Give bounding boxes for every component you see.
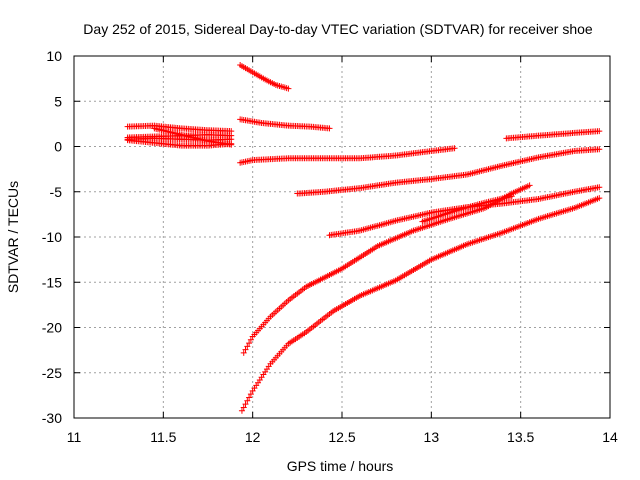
- x-tick-label: 13.5: [507, 429, 534, 445]
- x-tick-label: 14: [602, 429, 618, 445]
- y-axis-label: SDTVAR / TECUs: [5, 181, 21, 293]
- y-tick-label: 5: [54, 93, 62, 109]
- chart: 11 11.5 12 12.5 13 13.5 14 10 5 0 -5 -10 -15 -20 -25 -3…: [0, 0, 640, 480]
- series-arc-14: [419, 193, 514, 224]
- series-arc-6: [237, 62, 291, 92]
- chart-title: Day 252 of 2015, Sidereal Day-to-day VTE…: [83, 21, 593, 37]
- x-tick-label: 11.5: [150, 429, 176, 445]
- x-tick-label: 11: [67, 429, 82, 445]
- y-tick-label: -20: [42, 320, 62, 336]
- y-tick-label: -30: [42, 410, 62, 426]
- grid: [74, 56, 610, 418]
- x-tick-label: 12: [245, 429, 261, 445]
- data-points: [125, 62, 603, 414]
- y-tick-label: 0: [54, 139, 62, 155]
- y-tick-label: 10: [46, 48, 62, 64]
- x-axis-label: GPS time / hours: [287, 458, 394, 474]
- series-arc-7: [237, 116, 332, 131]
- axis-ticks: 11 11.5 12 12.5 13 13.5 14 10 5 0 -5 -10 -15 -20 -25 -3…: [42, 48, 618, 445]
- y-tick-label: -25: [42, 365, 62, 381]
- y-tick-label: -10: [42, 229, 62, 245]
- series-arc-10: [503, 128, 602, 141]
- x-tick-label: 12.5: [328, 429, 355, 445]
- series-arc-9: [294, 146, 602, 196]
- series-arc-12: [241, 182, 533, 355]
- y-tick-label: -5: [50, 184, 63, 200]
- x-tick-label: 13: [424, 429, 440, 445]
- y-tick-label: -15: [42, 274, 62, 290]
- series-arc-8: [237, 145, 457, 165]
